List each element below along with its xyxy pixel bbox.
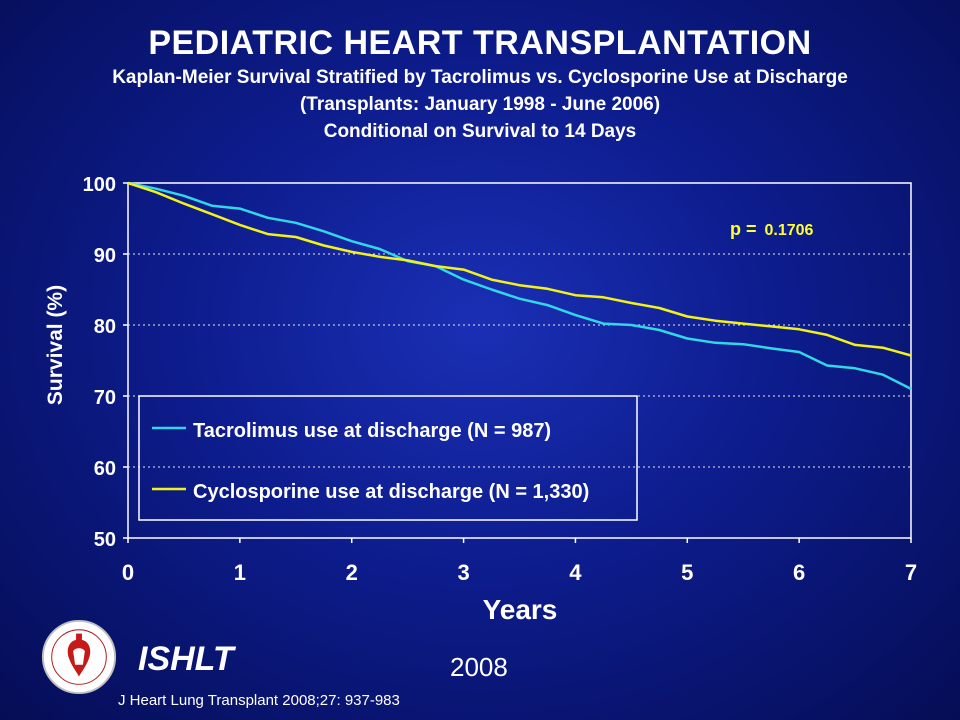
ishlt-seal-logo — [41, 619, 117, 695]
y-axis-ticks: 50 60 70 80 90 100 — [83, 174, 128, 551]
y-tick-label-100: 100 — [83, 174, 116, 196]
plot-area — [127, 182, 912, 539]
slide-title: PEDIATRIC HEART TRANSPLANTATION — [148, 24, 812, 62]
y-axis-label: Survival (%) — [44, 285, 67, 405]
subtitle-line-1: Kaplan-Meier Survival Stratified by Tacr… — [112, 67, 848, 88]
legend-label-cyclosporine: Cyclosporine use at discharge (N = 1,330… — [193, 481, 589, 503]
legend: Tacrolimus use at discharge (N = 987) Cy… — [138, 395, 638, 521]
pvalue-label: p = — [730, 219, 757, 239]
org-label: ISHLT — [138, 640, 234, 678]
x-tick-label-4: 4 — [569, 560, 582, 585]
subtitle-line-3: Conditional on Survival to 14 Days — [323, 121, 637, 142]
series-line-tacrolimus — [127, 181, 912, 391]
y-tick-label-60: 60 — [94, 458, 116, 480]
pvalue-value: 0.1706 — [765, 222, 814, 239]
x-tick-label-0: 0 — [122, 560, 134, 585]
legend-box — [138, 395, 638, 521]
x-tick-label-7: 7 — [905, 560, 917, 585]
legend-label-tacrolimus: Tacrolimus use at discharge (N = 987) — [193, 420, 551, 442]
x-tick-label-2: 2 — [346, 560, 358, 585]
y-tick-label-50: 50 — [94, 529, 116, 551]
x-axis-label: Years — [483, 594, 558, 625]
y-tick-label-70: 70 — [94, 387, 116, 409]
series-lines — [127, 181, 912, 391]
pvalue-annotation: p = 0.1706 — [730, 219, 814, 239]
title-block: PEDIATRIC HEART TRANSPLANTATION Kaplan-M… — [0, 22, 960, 145]
x-tick-label-1: 1 — [234, 560, 246, 585]
y-tick-label-90: 90 — [94, 245, 116, 267]
x-axis-ticks: 0 1 2 3 4 5 6 7 — [122, 538, 917, 585]
series-line-cyclosporine — [127, 181, 912, 357]
x-tick-label-6: 6 — [793, 560, 805, 585]
year-label: 2008 — [450, 652, 508, 682]
x-tick-label-3: 3 — [457, 560, 469, 585]
x-tick-label-5: 5 — [681, 560, 693, 585]
subtitle-line-2: (Transplants: January 1998 - June 2006) — [299, 94, 661, 115]
y-tick-label-80: 80 — [94, 316, 116, 338]
citation: J Heart Lung Transplant 2008;27: 937-983 — [118, 692, 400, 709]
